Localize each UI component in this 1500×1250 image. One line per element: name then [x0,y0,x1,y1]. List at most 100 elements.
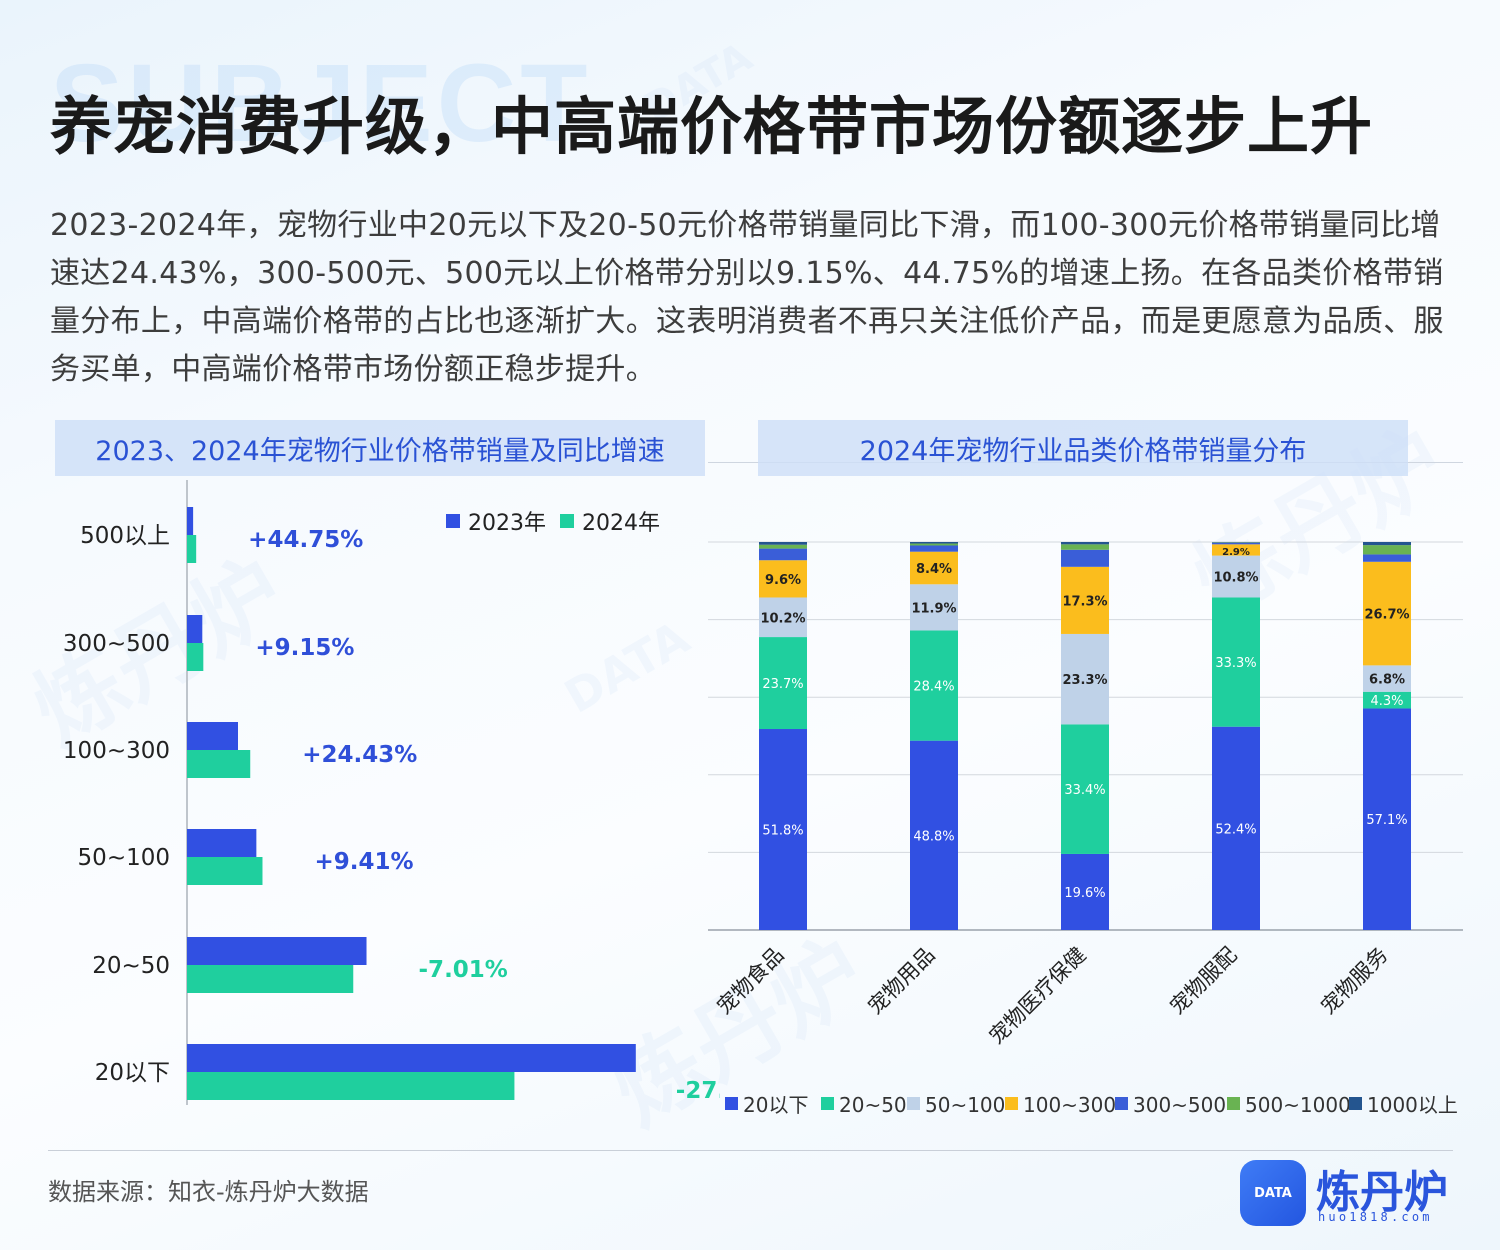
stack-segment [759,597,807,638]
data-label: 52.4% [1215,822,1256,837]
stack-segment [759,542,807,545]
data-label: 10.8% [1213,571,1258,586]
legend-swatch [821,1097,834,1110]
category-label: 宠物服配 [1165,943,1241,1019]
bar-2023 [187,937,367,965]
bar-2023 [187,829,257,857]
stack-segment [759,560,807,598]
data-label: 33.4% [1064,783,1105,798]
legend-swatch [1115,1097,1128,1110]
growth-label: +44.75% [248,527,363,553]
legend-swatch [1227,1097,1240,1110]
growth-label: +24.43% [302,742,417,768]
stack-segment [910,630,958,741]
bar-2023 [187,615,203,643]
legend-label: 100~300 [1023,1093,1116,1117]
bar-2023 [187,722,238,750]
stack-segment [1061,544,1109,550]
stack-segment [1212,726,1260,930]
category-label: 100~300 [63,738,170,764]
category-label: 宠物食品 [712,943,788,1019]
stack-segment [1363,665,1411,692]
stack-segment [910,740,958,930]
logo-name: 炼丹炉 [1316,1167,1448,1218]
data-label: 10.2% [760,611,805,626]
growth-label: +9.41% [314,849,413,875]
bar-2023 [187,507,194,535]
stack-segment [1363,691,1411,709]
growth-label: -27.06% [676,1078,720,1104]
legend-swatch [1005,1097,1018,1110]
stack-segment [759,544,807,549]
stack-segment [1363,561,1411,666]
stack-segment [759,729,807,930]
stack-segment [910,543,958,546]
bar-2024 [187,643,204,671]
category-label: 50~100 [78,845,170,871]
legend-label: 20以下 [743,1093,808,1117]
category-label: 宠物服务 [1316,943,1392,1019]
legend-label-2023: 2023年 [468,511,546,536]
stack-segment [1212,544,1260,556]
data-label: 51.8% [762,824,803,839]
data-label: 57.1% [1366,813,1407,828]
data-label: 33.3% [1215,656,1256,671]
data-label: 4.3% [1370,694,1403,709]
stack-segment [1061,549,1109,567]
category-label: 20以下 [95,1060,170,1086]
logo-badge-icon: DATA [1240,1160,1306,1226]
right-chart-title: 2024年宠物行业品类价格带销量分布 [758,420,1408,476]
stack-segment [1363,708,1411,930]
data-label: 48.8% [913,829,954,844]
data-label: 28.4% [913,680,954,695]
stack-segment [1061,853,1109,930]
brand-logo: DATA 炼丹炉 huo1818.com [1240,1160,1480,1230]
stack-segment [910,551,958,585]
stack-segment [759,548,807,561]
page-title: 养宠消费升级，中高端价格带市场份额逐步上升 [50,90,1374,163]
price-band-bar-chart: 500以上 +44.75% 300~500 +9.15% 100~300 +24.43% 5… [63,480,720,1105]
left-chart-title: 2023、2024年宠物行业价格带销量及同比增速 [55,420,705,476]
bar-2024 [187,750,251,778]
stack-segment [1212,597,1260,727]
stack-segment [1061,566,1109,634]
background-word: SUBJECT [50,42,592,165]
category-label: 宠物医疗保健 [984,943,1090,1049]
legend-swatch [1349,1097,1362,1110]
data-label: 23.7% [762,677,803,692]
bar-2024 [187,1072,515,1100]
stack-segment [910,545,958,552]
intro-paragraph: 2023-2024年，宠物行业中20元以下及20-50元价格带销量同比下滑，而1… [50,208,1444,387]
legend-label: 1000以上 [1367,1093,1458,1117]
legend-label-2024: 2024年 [582,511,660,536]
bar-2024 [187,535,197,563]
legend-label: 500~1000 [1245,1093,1351,1117]
category-label: 500以上 [80,523,170,549]
legend-swatch [907,1097,920,1110]
data-label: 26.7% [1364,608,1409,623]
legend-label: 300~500 [1133,1093,1226,1117]
data-source: 数据来源：知衣-炼丹炉大数据 [48,1178,369,1206]
legend-label: 50~100 [925,1093,1005,1117]
stack-segment [1061,724,1109,854]
bar-2024 [187,857,263,885]
stack-segment [1212,542,1260,545]
category-stacked-bar-chart: 51.8% 23.7% 10.2% 9.6% 宠物食品 48.8% 28.4% 11.9% 8.… [708,541,1463,1117]
data-label: 6.8% [1369,673,1405,688]
bar-2023 [187,1044,636,1072]
stack-segment [1363,545,1411,555]
stack-segment [1061,542,1109,545]
data-label: 9.6% [765,573,801,588]
legend-swatch [725,1097,738,1110]
stack-segment [910,584,958,631]
logo-badge-text: DATA [1254,1185,1292,1201]
logo-url: huo1818.com [1318,1210,1433,1224]
legend-swatch-2023 [446,514,460,528]
data-label: 2.9% [1222,547,1250,558]
stack-segment [759,637,807,730]
legend-swatch-2024 [560,514,574,528]
category-label: 300~500 [63,631,170,657]
stack-segment [1212,555,1260,598]
stack-segment [1363,542,1411,546]
data-label: 11.9% [911,601,956,616]
